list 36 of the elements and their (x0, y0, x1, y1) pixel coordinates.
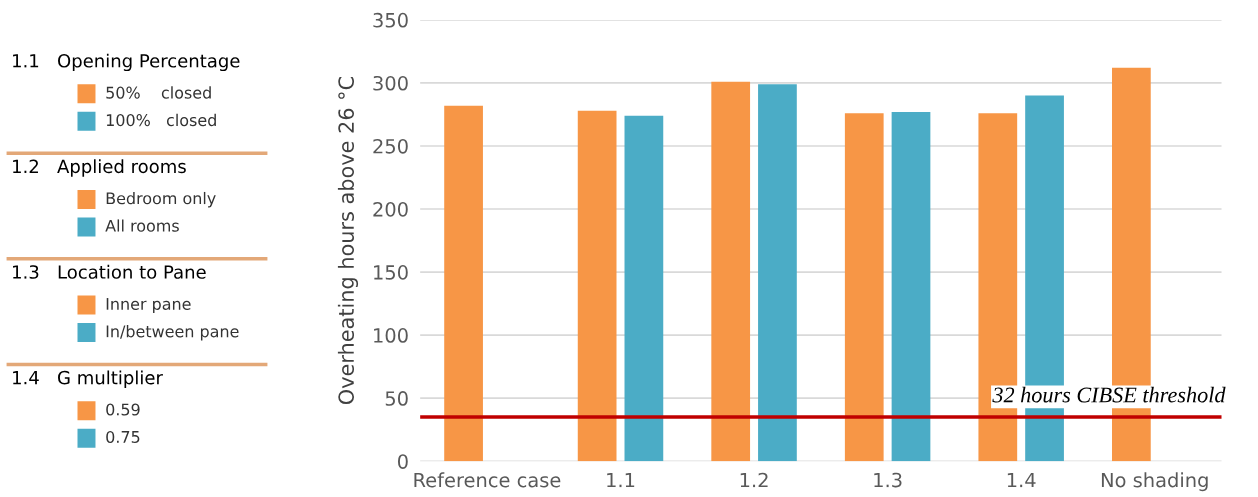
x-tick-label: No shading (1101, 472, 1208, 492)
x-tick-label: 1.3 (874, 472, 902, 488)
ref-line-label: 32 hours CIBSE threshold (992, 386, 1226, 403)
x-tick-label: 1.2 (740, 472, 768, 488)
x-tick-label: 1.1 (607, 472, 635, 488)
x-tick-label: 1.4 (1007, 472, 1036, 488)
text: 1.1 Opening Percentage (13, 53, 240, 72)
text: 0.59 (106, 403, 140, 416)
text: 0.75 (106, 430, 140, 443)
bar (978, 113, 1018, 462)
bar (577, 110, 617, 462)
x-tick-label: Reference case (414, 472, 561, 488)
text: 1.3 Location to Pane (13, 264, 206, 279)
y-tick-label: 50 (385, 391, 408, 406)
bar (624, 115, 664, 462)
text: 1.2 Applied rooms (13, 159, 186, 177)
bar (711, 81, 751, 462)
y-tick-label: 350 (373, 12, 408, 28)
bar (444, 105, 483, 462)
y-axis-title: Overheating hours above 26 °C (337, 77, 359, 405)
y-tick-label: 100 (374, 328, 408, 343)
y-tick-label: 300 (373, 75, 408, 91)
text: 100% closed (106, 113, 216, 127)
y-tick-label: 150 (374, 265, 408, 280)
bar (844, 113, 884, 462)
text: Bedroom only (106, 191, 216, 208)
y-tick-label: 250 (373, 138, 408, 154)
bar (891, 111, 931, 462)
text: 50% closed (106, 86, 211, 99)
text: Inner pane (106, 298, 191, 314)
y-tick-label: 0 (397, 454, 408, 469)
bar (758, 84, 797, 462)
y-tick-label: 200 (373, 201, 408, 217)
text: 1.4 G multiplier (13, 370, 163, 388)
text: In/between pane (106, 325, 239, 341)
text: All rooms (105, 219, 179, 232)
